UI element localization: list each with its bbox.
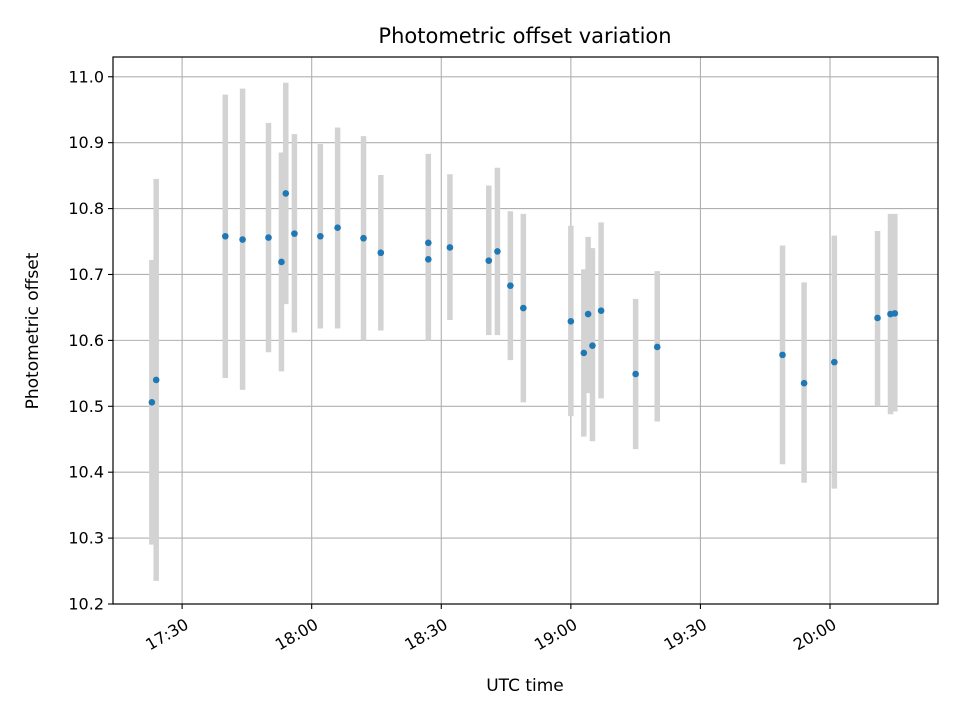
- data-point: [360, 234, 367, 242]
- data-point: [494, 248, 501, 255]
- data-point: [152, 376, 160, 384]
- data-point: [334, 224, 341, 231]
- x-tick-label: 20:00: [790, 615, 839, 655]
- y-tick-label: 10.3: [68, 529, 104, 548]
- x-tick-label: 19:30: [661, 615, 710, 655]
- data-point: [507, 282, 514, 289]
- data-point: [520, 304, 527, 312]
- y-tick-label: 10.2: [68, 595, 104, 614]
- data-point: [584, 310, 592, 318]
- error-bars: [149, 82, 898, 581]
- y-tick-label: 10.8: [68, 199, 104, 218]
- data-point: [891, 310, 899, 317]
- plot-area-frame: [112, 56, 939, 605]
- data-point: [779, 351, 786, 359]
- x-axis-label: UTC time: [486, 676, 564, 696]
- y-axis-label: Photometric offset: [23, 252, 43, 409]
- data-point: [580, 349, 588, 357]
- y-tick-label: 10.4: [68, 463, 104, 482]
- data-point: [222, 232, 229, 240]
- x-tick-label: 19:00: [531, 615, 580, 655]
- data-point: [425, 256, 432, 263]
- data-point: [597, 307, 605, 315]
- data-point: [425, 239, 432, 247]
- y-tick-label: 10.6: [68, 331, 104, 350]
- x-tick-label: 18:30: [401, 615, 450, 655]
- data-point: [282, 190, 290, 197]
- data-point: [265, 234, 272, 241]
- y-axis-ticks: 10.2 10.3 10.4 10.5 10.6 10.7 10.8 10.9 11.0: [68, 67, 113, 614]
- data-point: [278, 258, 285, 266]
- data-point: [148, 399, 156, 406]
- data-point: [446, 244, 454, 251]
- y-tick-label: 10.9: [68, 133, 104, 152]
- x-axis-ticks: 17:30 18:00 18:30 19:00 19:30 20:00: [142, 604, 840, 655]
- data-point: [874, 314, 881, 322]
- y-tick-label: 11.0: [68, 67, 104, 86]
- data-point: [589, 342, 596, 349]
- data-point: [653, 343, 661, 351]
- data-point: [317, 232, 324, 240]
- data-points: [148, 190, 899, 406]
- y-tick-label: 10.7: [68, 265, 104, 284]
- data-point: [831, 358, 838, 366]
- x-tick-label: 18:00: [272, 615, 321, 655]
- y-tick-label: 10.5: [68, 397, 104, 416]
- data-point: [291, 230, 298, 237]
- data-point: [800, 379, 808, 387]
- data-point: [239, 236, 246, 243]
- data-point: [567, 317, 575, 325]
- data-point: [632, 370, 639, 378]
- data-point: [485, 257, 493, 264]
- chart-title: Photometric offset variation: [378, 24, 671, 48]
- x-tick-label: 17:30: [142, 615, 191, 655]
- data-point: [377, 249, 385, 257]
